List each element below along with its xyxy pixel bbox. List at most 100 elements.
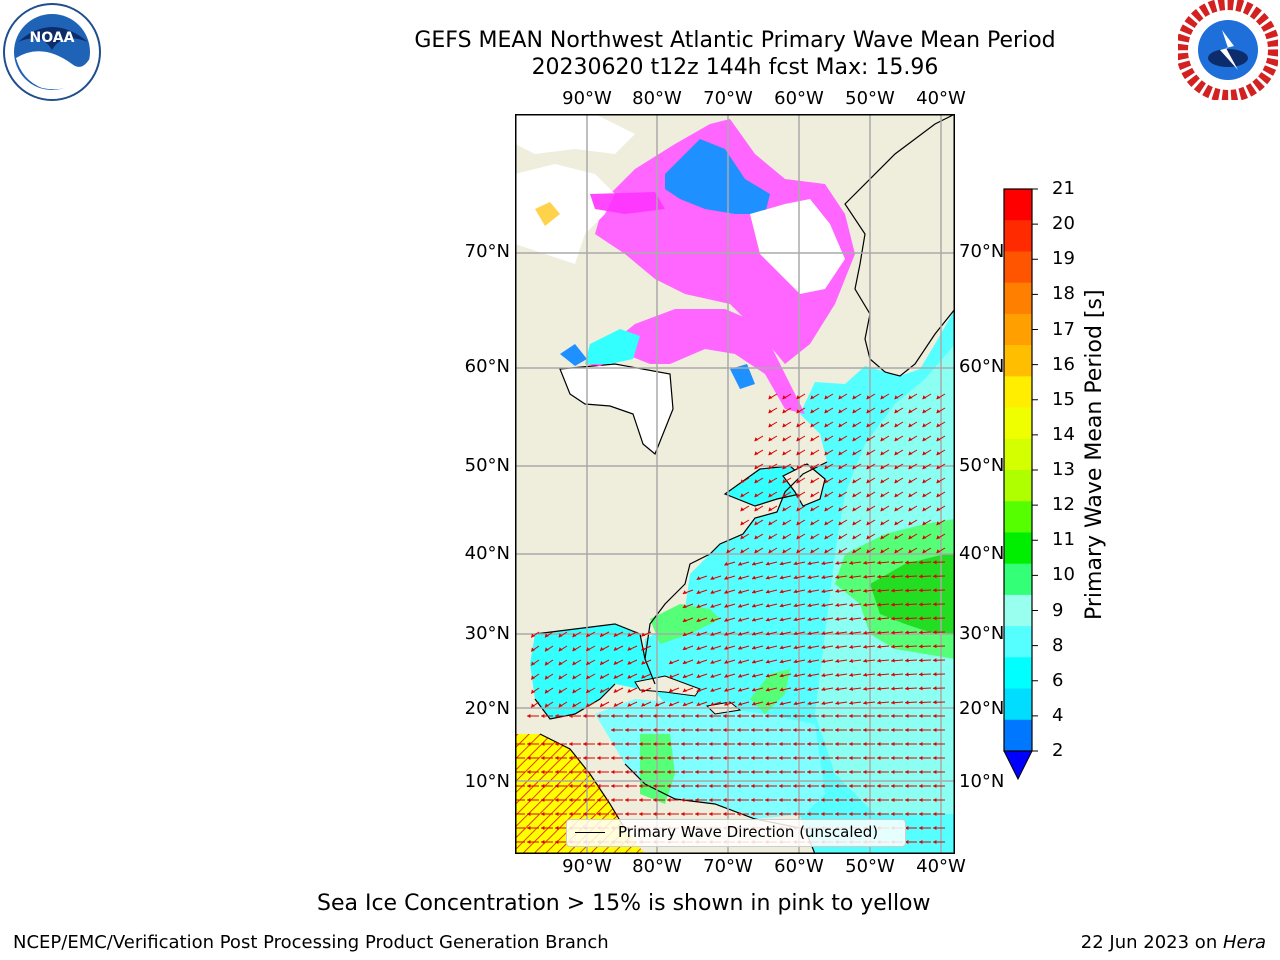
wave-arrow-head [838, 451, 843, 456]
ice-hudson-strait [585, 309, 805, 414]
wave-arrow-head [821, 783, 825, 789]
wave-arrow-head [765, 741, 769, 747]
wave-arrow-head [737, 797, 741, 803]
wave-arrow-head [752, 575, 756, 580]
ocean-baffin-blue [665, 139, 770, 214]
wave-arrow-head [936, 521, 941, 526]
wave-arrow-head [696, 660, 701, 664]
wave-arrow-head [852, 437, 857, 442]
wave-arrow-head [933, 602, 937, 607]
ice-labrador-blue [730, 364, 755, 389]
wave-arrow-head [572, 689, 577, 694]
wave-arrow-head [597, 811, 601, 817]
wave-arrow-head [583, 755, 587, 761]
wave-arrow-head [597, 741, 601, 747]
wave-arrow-head [821, 797, 825, 803]
wave-arrow-head [877, 769, 881, 775]
wave-arrow-head [779, 673, 784, 678]
wave-arrow-head [555, 797, 559, 803]
wave-arrow-head [613, 674, 618, 679]
wave-arrow-head [922, 507, 927, 512]
wave-arrow-head [723, 783, 727, 789]
lon-label-top-70w: 70°W [703, 88, 753, 109]
wave-arrow-head [863, 727, 867, 733]
wave-arrow-head [569, 741, 573, 747]
wave-arrow-head [639, 755, 643, 761]
wave-arrow-head [754, 465, 759, 470]
colorbar-segment [1004, 282, 1032, 315]
wave-arrow-head [709, 741, 713, 747]
wave-arrow-head [891, 672, 895, 677]
wave-arrow-head [765, 727, 769, 733]
colorbar-tick-label: 13 [1052, 459, 1075, 480]
wave-arrow-head [849, 727, 853, 733]
colorbar-segment [1004, 470, 1032, 502]
arctic-white [515, 164, 615, 264]
wave-arrow-head [849, 574, 854, 579]
wave-arrow-head [569, 797, 573, 803]
wave-arrow-head [555, 783, 559, 789]
wave-arrow-head [933, 713, 937, 719]
wave-arrow-head [852, 395, 857, 400]
wave-arrow-head [793, 659, 798, 664]
wave-arrow-head [541, 783, 545, 789]
wave-arrow-head [908, 465, 913, 470]
wave-arrow-head [863, 783, 867, 789]
wave-arrow-head [891, 686, 895, 691]
wave-arrow-head [821, 631, 826, 636]
wave-arrow-head [922, 493, 927, 498]
wave-arrow-head [863, 755, 867, 761]
wave-arrow-head [933, 755, 937, 761]
wave-arrow-head [768, 521, 773, 526]
wave-arrow-head [835, 755, 839, 761]
chart-subtitle: 20230620 t12z 144h fcst Max: 15.96 [531, 55, 939, 80]
wave-arrow-head [891, 602, 895, 607]
wave-arrow-head [877, 783, 881, 789]
wave-arrow-head [807, 631, 812, 636]
wave-arrow-head [835, 797, 839, 803]
footer-host: Hera [1222, 932, 1266, 953]
wave-arrow-head [821, 713, 825, 719]
wave-arrow-head [724, 617, 729, 622]
lon-label-bottom-60w: 60°W [774, 856, 824, 877]
wave-arrow-head [793, 701, 798, 706]
wave-arrow-head [905, 630, 909, 635]
lon-label-top-40w: 40°W [916, 88, 966, 109]
lat-label-left-10n: 10°N [464, 771, 510, 792]
wave-arrow-head [793, 561, 798, 566]
colorbar-segment [1004, 657, 1032, 690]
wave-arrow-head [752, 589, 756, 594]
wave-arrow-head [639, 713, 643, 719]
wave-arrow-head [835, 616, 840, 621]
wave-arrow-head [793, 589, 798, 594]
wave-arrow-head [849, 811, 853, 817]
wave-arrow-head [682, 604, 687, 608]
wave-arrow-head [752, 659, 756, 664]
wave-arrow-head [695, 769, 699, 775]
wave-arrow-head [849, 644, 854, 649]
wave-arrow-head [866, 549, 871, 554]
wave-arrow-head [752, 687, 756, 692]
wave-arrow-head [891, 783, 895, 789]
wave-arrow-head [558, 675, 563, 680]
wave-arrow-head [527, 755, 531, 761]
wave-arrow-head [641, 688, 646, 693]
wave-arrow-head [905, 672, 909, 677]
wave-arrow-head [877, 588, 881, 593]
colorbar-segment [1004, 220, 1032, 252]
wave-arrow-head [751, 755, 755, 761]
colorbar-tick-label: 21 [1052, 178, 1075, 199]
wave-arrow-head [655, 702, 660, 707]
wave-arrow-head [625, 797, 629, 803]
colorbar-tick-label: 4 [1052, 704, 1064, 726]
wave-arrow-head [765, 755, 769, 761]
wave-arrow-head [821, 727, 825, 733]
wave-arrow-head [768, 479, 773, 484]
wave-arrow-head [852, 451, 857, 456]
wave-arrow-head [919, 713, 923, 719]
wave-arrow-head [710, 631, 715, 636]
lon-label-top-90w: 90°W [562, 88, 612, 109]
colorbar-tick-label: 17 [1052, 318, 1075, 340]
wave-arrow-head [597, 713, 601, 719]
wave-arrow-head [891, 769, 895, 775]
